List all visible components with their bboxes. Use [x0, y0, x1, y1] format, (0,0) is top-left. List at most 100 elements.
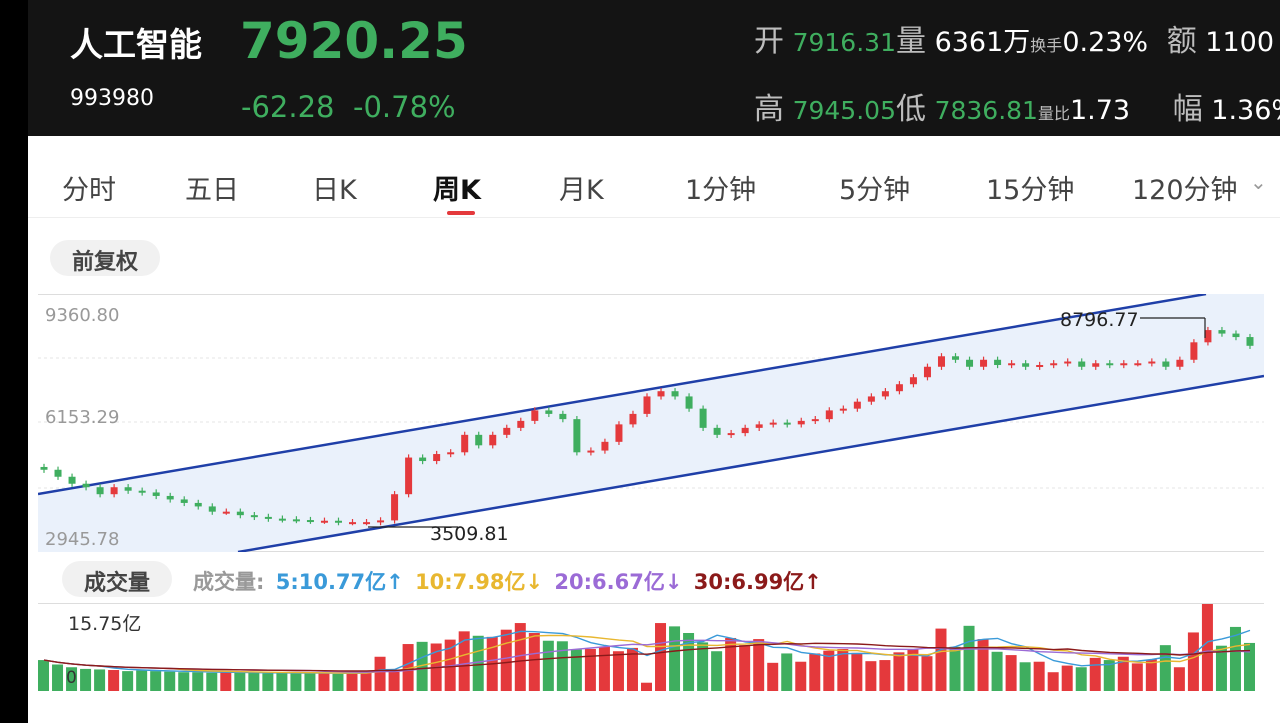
candle-body	[110, 487, 118, 495]
tab-15min[interactable]: 15分钟	[986, 175, 1075, 206]
volume-bar	[318, 673, 330, 691]
volume-indicator-button[interactable]: 成交量	[62, 561, 173, 597]
candle-body	[96, 487, 104, 495]
candle-body	[727, 433, 735, 436]
ratio-label: 量比	[1037, 104, 1070, 123]
volume-bar	[1117, 656, 1129, 691]
high-annotation-label: 8796.77	[1060, 309, 1139, 331]
candle-body	[475, 434, 483, 446]
volume-bar	[1089, 657, 1101, 691]
volume-bar	[276, 672, 288, 691]
candle-body	[741, 427, 749, 434]
chevron-down-icon[interactable]: ⌄	[1250, 170, 1267, 194]
candle-body	[671, 391, 679, 397]
candle-body	[278, 518, 286, 521]
trend-channel-fill	[38, 294, 1264, 552]
candle-body	[1148, 361, 1156, 364]
candle-body	[292, 519, 300, 522]
candle-body	[1106, 363, 1114, 366]
volume-bar	[570, 649, 582, 691]
tab-weekly-k[interactable]: 周K	[433, 175, 481, 206]
candle-body	[1232, 333, 1240, 338]
price-change-pct: -0.78%	[353, 90, 456, 124]
candle-body	[881, 391, 889, 397]
candle-body	[1134, 363, 1142, 366]
candle-body	[909, 377, 917, 385]
volume-bar	[66, 667, 78, 691]
candle-body	[222, 511, 230, 514]
volume-bar	[556, 641, 568, 691]
volume-bar	[528, 633, 540, 691]
volume-bar	[795, 661, 807, 691]
volume-bar	[262, 673, 274, 691]
volume-bar	[402, 644, 414, 691]
volume-min-label: 0	[66, 668, 77, 688]
volume-bar	[150, 671, 162, 691]
y-tick-label: 9360.80	[45, 305, 119, 326]
tab-intraday[interactable]: 分时	[62, 175, 116, 206]
volume-bar	[332, 673, 344, 691]
volume-bar	[220, 672, 232, 691]
adjust-button[interactable]: 前复权	[50, 240, 161, 276]
candle-body	[194, 502, 202, 507]
candle-body	[559, 413, 567, 420]
volume-bar	[977, 639, 989, 691]
volume-bar	[1019, 662, 1031, 691]
candle-body	[152, 492, 160, 496]
ratio-value: 1.73	[1069, 95, 1131, 126]
tab-5min[interactable]: 5分钟	[839, 175, 911, 206]
quote-row-1: 开 7916.31量 6361万换手0.23% 额 1100	[754, 16, 1274, 60]
candle-body	[208, 506, 216, 512]
volume-bar	[935, 628, 947, 691]
candle-body	[952, 356, 960, 360]
volume-bar	[1201, 604, 1213, 691]
volume-bar	[38, 660, 49, 691]
candle-body	[433, 454, 441, 462]
volume-bar	[851, 652, 863, 691]
candle-body	[363, 522, 371, 525]
candle-body	[236, 511, 244, 516]
candle-body	[461, 434, 469, 453]
tab-five-day[interactable]: 五日	[185, 175, 239, 206]
candle-body	[923, 366, 931, 378]
candle-body	[349, 522, 357, 525]
quote-header: 人工智能 993980 7920.25 -62.28 -0.78% 开 7916…	[28, 0, 1280, 136]
candle-body	[839, 408, 847, 411]
volume-bar	[80, 668, 92, 691]
candle-body	[994, 359, 1002, 366]
candle-body	[377, 520, 385, 523]
volume-bar	[991, 651, 1003, 691]
kline-chart[interactable]: 9360.80 6153.29 2945.78 8796.77 3509.81	[38, 294, 1264, 552]
volume-bar	[458, 631, 470, 691]
candle-body	[755, 424, 763, 428]
stock-name: 人工智能	[70, 25, 202, 64]
volume-max-label: 15.75亿	[68, 613, 141, 635]
candle-body	[320, 520, 328, 523]
volume-bar	[655, 623, 667, 691]
ma30-label: 30:6.99亿↑	[693, 570, 822, 594]
volume-bar	[472, 635, 484, 691]
candle-body	[1204, 330, 1212, 343]
volume-bar	[739, 645, 751, 691]
volume-bar	[206, 672, 218, 691]
candle-body	[657, 391, 665, 397]
candle-body	[489, 434, 497, 446]
candle-body	[825, 410, 833, 420]
tab-daily-k[interactable]: 日K	[312, 175, 357, 206]
tab-monthly-k[interactable]: 月K	[559, 175, 604, 206]
volume-bar	[346, 673, 358, 691]
candle-body	[811, 419, 819, 422]
candle-body	[334, 520, 342, 523]
volume-bar	[164, 671, 176, 691]
candle-body	[250, 515, 258, 518]
volume-bar	[598, 646, 610, 691]
volume-chart[interactable]: 15.75亿 0	[38, 603, 1264, 693]
candle-body	[1050, 363, 1058, 366]
stock-detail-page: 人工智能 993980 7920.25 -62.28 -0.78% 开 7916…	[28, 0, 1280, 723]
tab-120min[interactable]: 120分钟	[1132, 175, 1238, 206]
volume-bar	[192, 672, 204, 691]
candle-body	[1120, 363, 1128, 366]
tab-1min[interactable]: 1分钟	[685, 175, 757, 206]
low-annotation-label: 3509.81	[430, 523, 509, 545]
candle-body	[895, 384, 903, 392]
